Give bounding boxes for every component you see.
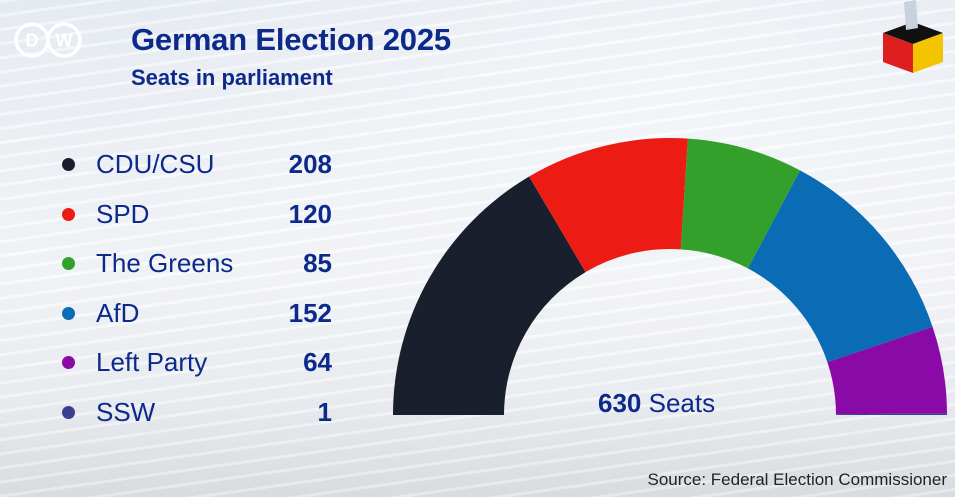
- legend-item: SPD 120: [62, 190, 332, 240]
- legend-item: SSW 1: [62, 388, 332, 438]
- seat-segment-afd: [747, 170, 933, 363]
- legend-seat-count: 1: [317, 396, 332, 427]
- legend-seat-count: 85: [303, 248, 332, 279]
- total-seats-text: Seats: [648, 388, 716, 418]
- svg-text:D: D: [26, 31, 39, 51]
- legend-item: The Greens 85: [62, 239, 332, 289]
- legend-seat-count: 64: [303, 347, 332, 378]
- seat-segment-the-greens: [680, 138, 801, 269]
- legend-party-name: CDU/CSU: [96, 149, 215, 180]
- legend-party-name: The Greens: [96, 248, 234, 279]
- legend-dot: [62, 356, 75, 370]
- seat-segment-left-party: [827, 326, 947, 415]
- legend-dot: [62, 257, 75, 271]
- total-seats-label: 630 Seats: [598, 388, 715, 419]
- total-seats-number: 630: [598, 388, 642, 418]
- legend-seat-count: 120: [288, 198, 332, 229]
- legend-party-name: AfD: [96, 297, 140, 328]
- seat-segment-spd: [529, 138, 688, 273]
- legend-seat-count: 152: [288, 297, 332, 328]
- chart-title: German Election 2025: [131, 22, 451, 57]
- legend-dot: [62, 158, 75, 172]
- legend: CDU/CSU 208 SPD 120 The Greens 85 AfD 152 Left P…: [62, 140, 332, 437]
- legend-dot: [62, 306, 75, 320]
- seat-segment-ssw: [835, 413, 947, 415]
- legend-item: AfD 152: [62, 289, 332, 339]
- legend-party-name: Left Party: [96, 347, 208, 378]
- legend-party-name: SSW: [96, 396, 156, 427]
- legend-item: Left Party 64: [62, 338, 332, 388]
- svg-text:W: W: [56, 31, 73, 51]
- legend-dot: [62, 405, 75, 419]
- legend-dot: [62, 207, 75, 221]
- legend-seat-count: 208: [288, 149, 332, 180]
- source-note: Source: Federal Election Commissioner: [647, 470, 947, 489]
- ballot-box-icon: [883, 0, 943, 73]
- dw-logo-icon: D W: [14, 22, 82, 58]
- chart-subtitle: Seats in parliament: [131, 65, 333, 90]
- seat-segment-cdu-csu: [393, 176, 586, 415]
- legend-item: CDU/CSU 208: [62, 140, 332, 190]
- legend-party-name: SPD: [96, 198, 150, 229]
